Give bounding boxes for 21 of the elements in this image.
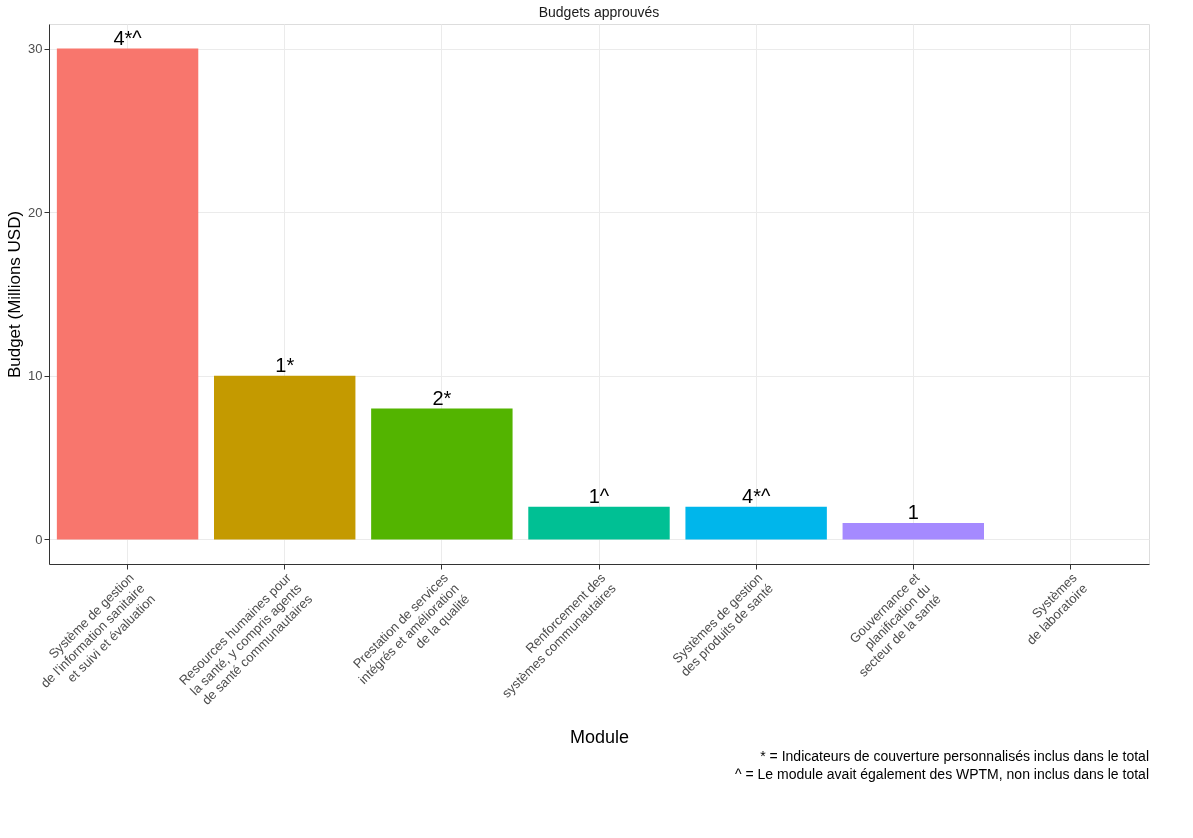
y-tick-label: 10: [28, 368, 43, 384]
bar: [528, 506, 670, 540]
y-tick-label: 0: [35, 531, 43, 547]
y-tick-label: 20: [28, 204, 43, 220]
annotation: 2*: [432, 386, 452, 409]
annotation: 4*^: [113, 26, 143, 49]
chart-title: Budgets approuvés: [538, 4, 660, 20]
text: ^ = Le module avait également des WPTM, non inclus dans le total: [735, 766, 1149, 782]
bar: [371, 408, 513, 540]
y-axis-title: Budget (Millions USD): [5, 210, 25, 379]
annotation: 4*^: [741, 484, 771, 507]
y-tick-label: 30: [28, 41, 43, 57]
annotation: 1*: [275, 353, 295, 376]
bar: [56, 48, 199, 540]
bar: [842, 523, 984, 540]
x-axis-title: Module: [569, 727, 630, 748]
bar: [214, 375, 356, 540]
annotation: 1^: [588, 484, 610, 507]
text: * = Indicateurs de couverture personnalisés inclus dans le total: [760, 748, 1149, 764]
annotation: 1: [907, 501, 919, 524]
bar: [685, 506, 827, 540]
